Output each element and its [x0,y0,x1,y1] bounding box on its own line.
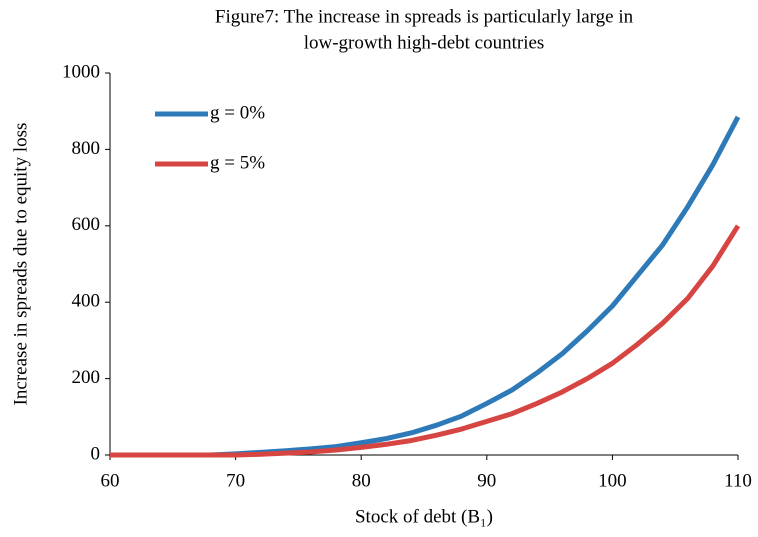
chart-title: low-growth high-debt countries [304,32,545,53]
x-tick-label: 70 [226,470,245,491]
series-line [110,224,741,458]
x-tick-label: 100 [598,470,627,491]
x-axis-label: Stock of debt (B₁) [355,506,493,527]
x-tick-label: 60 [101,470,120,491]
x-tick-label: 90 [477,470,496,491]
y-tick-label: 400 [72,291,101,312]
y-tick-label: 800 [72,138,101,159]
x-tick-label: 110 [724,470,752,491]
legend-label: g = 0% [210,102,265,123]
y-tick-label: 1000 [62,61,100,82]
y-tick-label: 200 [72,367,101,388]
legend-label: g = 5% [210,152,265,173]
y-tick-label: 600 [72,214,101,235]
y-tick-label: 0 [91,443,101,464]
y-axis-label: Increase in spreads due to equity loss [10,123,31,406]
x-tick-label: 80 [352,470,371,491]
series-line [110,115,741,458]
chart-title: Figure7: The increase in spreads is part… [215,6,634,27]
